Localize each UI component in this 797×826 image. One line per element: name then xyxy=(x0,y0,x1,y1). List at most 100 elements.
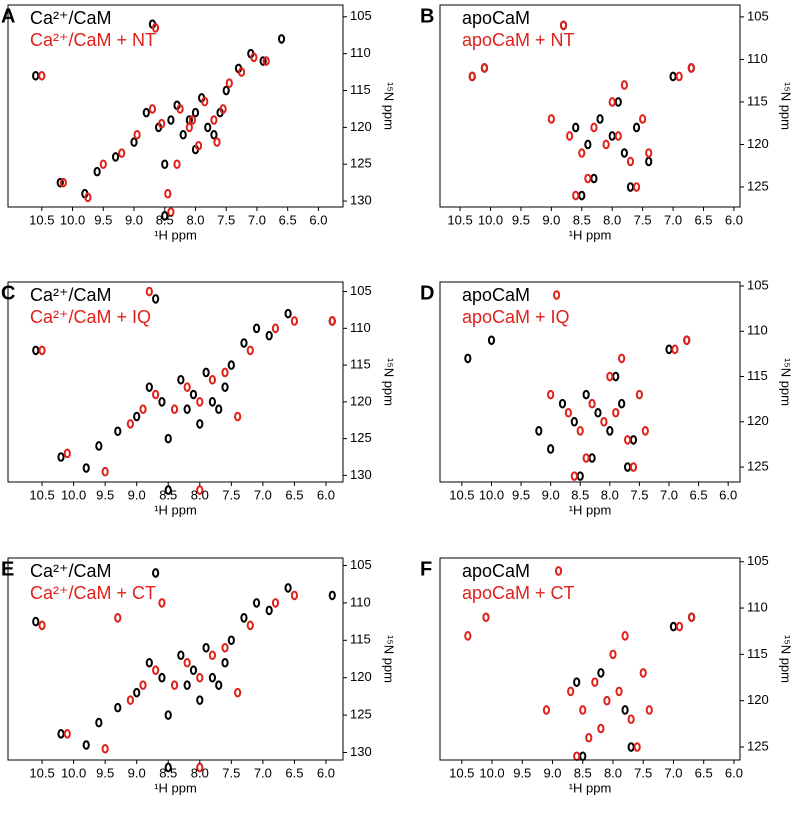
peak xyxy=(566,131,574,141)
peak xyxy=(639,114,647,124)
y-tick-label: 120 xyxy=(350,393,372,408)
panel-letter: C xyxy=(1,282,15,304)
x-tick-label: 8.0 xyxy=(191,765,209,780)
peak xyxy=(145,286,153,297)
x-axis-label: ¹H ppm xyxy=(569,502,612,517)
peak xyxy=(188,115,197,125)
peak xyxy=(578,148,586,158)
peak xyxy=(627,742,635,752)
x-tick-label: 7.0 xyxy=(254,765,272,780)
peak xyxy=(567,686,575,697)
peak xyxy=(594,407,602,418)
peak xyxy=(177,650,185,661)
peak xyxy=(639,668,647,678)
peak xyxy=(219,104,227,114)
x-tick-label: 7.5 xyxy=(630,487,648,502)
x-tick-label: 8.0 xyxy=(191,487,209,502)
peak xyxy=(130,137,138,147)
peak xyxy=(164,188,172,199)
peak xyxy=(82,463,90,473)
y-tick-label: 110 xyxy=(350,320,371,335)
peak xyxy=(164,433,172,444)
peak xyxy=(221,642,229,653)
peak xyxy=(158,397,166,407)
peak xyxy=(252,323,261,334)
y-tick-label: 110 xyxy=(350,45,371,60)
peak xyxy=(118,148,126,158)
peak xyxy=(99,159,107,170)
legend-entry: Ca²⁺/CaM xyxy=(30,561,112,581)
y-tick-label: 110 xyxy=(747,323,768,338)
peak xyxy=(588,453,596,463)
peak xyxy=(185,122,193,133)
peak xyxy=(225,78,233,88)
x-tick-label: 9.0 xyxy=(128,487,146,502)
peak xyxy=(262,56,270,66)
peak xyxy=(552,290,561,300)
peak xyxy=(194,141,203,151)
x-tick-label: 6.0 xyxy=(309,212,327,227)
x-tick-label: 7.5 xyxy=(222,765,240,780)
x-tick-label: 10.0 xyxy=(61,765,86,780)
y-tick-label: 110 xyxy=(747,599,768,614)
y-tick-label: 105 xyxy=(350,8,372,23)
peak xyxy=(603,695,611,706)
x-tick-label: 8.5 xyxy=(159,765,177,780)
peak xyxy=(632,122,641,133)
plot-frame xyxy=(439,281,741,483)
peak xyxy=(608,131,616,141)
y-tick-label: 125 xyxy=(350,707,372,722)
peak xyxy=(612,371,620,382)
peak xyxy=(139,680,147,690)
legend-entry: Ca²⁺/CaM + CT xyxy=(30,583,156,603)
x-tick-label: 8.5 xyxy=(571,487,589,502)
peak xyxy=(615,686,623,697)
x-tick-label: 9.5 xyxy=(96,487,114,502)
peak xyxy=(177,374,185,385)
peak xyxy=(572,190,580,201)
x-tick-label: 8.0 xyxy=(186,212,204,227)
peak xyxy=(277,34,286,44)
peak xyxy=(173,159,181,170)
x-tick-label: 9.5 xyxy=(96,765,114,780)
x-tick-label: 8.5 xyxy=(156,212,174,227)
peak xyxy=(582,389,590,400)
x-tick-label: 7.5 xyxy=(634,212,652,227)
peak xyxy=(570,471,578,481)
peak xyxy=(59,177,67,188)
peak xyxy=(196,672,204,683)
y-tick-label: 125 xyxy=(747,178,769,193)
peak xyxy=(208,374,217,385)
peak xyxy=(620,80,628,90)
plot-frame xyxy=(7,557,344,761)
x-tick-label: 6.0 xyxy=(725,765,743,780)
x-axis-label: ¹H ppm xyxy=(154,780,197,795)
peak xyxy=(468,71,476,82)
x-tick-label: 9.0 xyxy=(125,212,143,227)
panel-letter: D xyxy=(420,282,434,304)
peak xyxy=(629,462,638,472)
peak xyxy=(621,705,629,715)
x-tick-label: 10.5 xyxy=(29,765,54,780)
peak xyxy=(554,566,563,576)
x-tick-label: 10.0 xyxy=(479,487,504,502)
peak xyxy=(645,148,653,158)
peak xyxy=(202,367,210,378)
legend-entry: Ca²⁺/CaM + NT xyxy=(30,30,156,50)
x-tick-label: 6.5 xyxy=(279,212,297,227)
y-axis-label: ¹⁵N ppm xyxy=(779,358,794,406)
peak xyxy=(618,353,626,364)
peak xyxy=(101,743,109,754)
peak xyxy=(591,677,599,687)
peak xyxy=(246,345,254,356)
peak xyxy=(63,448,71,459)
peak xyxy=(161,211,169,221)
plot-frame xyxy=(7,4,344,208)
peak xyxy=(63,729,71,739)
y-tick-label: 105 xyxy=(747,277,769,292)
peak xyxy=(558,398,567,409)
x-tick-label: 7.0 xyxy=(660,487,678,502)
peak xyxy=(250,52,258,63)
